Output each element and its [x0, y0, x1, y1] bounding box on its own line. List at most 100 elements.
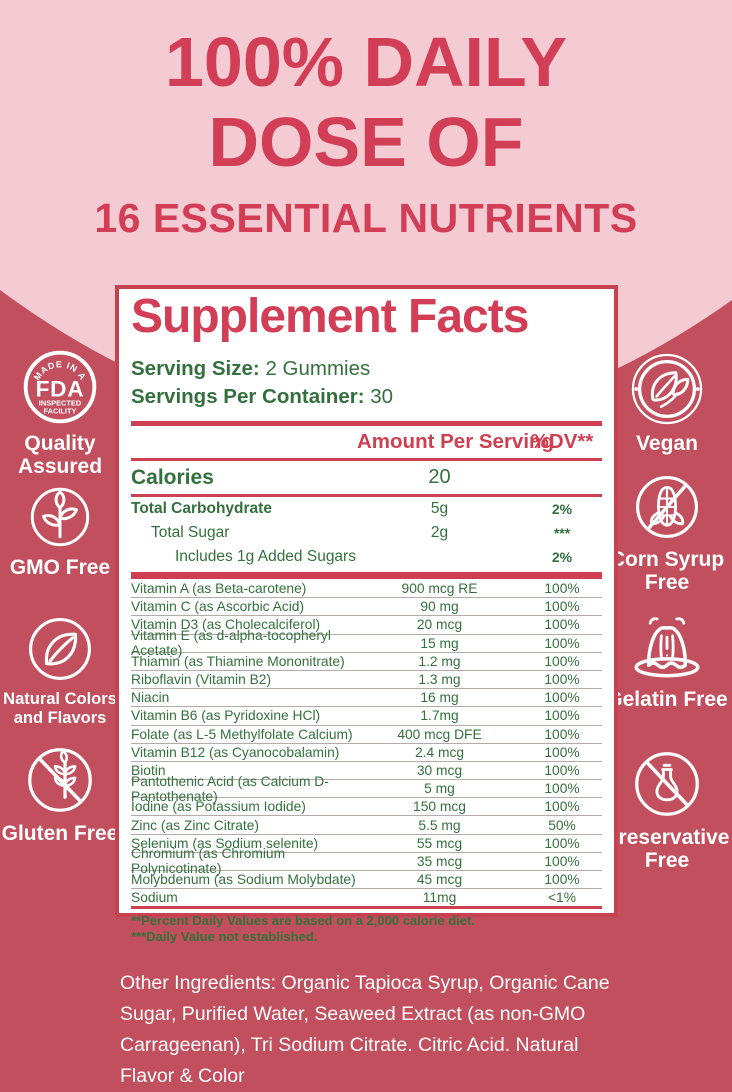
svg-text:FDA: FDA [36, 376, 85, 401]
nutrient-row: Thiamin (as Thiamine Mononitrate) 1.2 mg 1… [131, 653, 602, 671]
nutrient-row: Sodium 11mg <1% [131, 889, 602, 906]
calories-label: Calories [131, 465, 214, 489]
corn-syrup-free-icon [636, 476, 698, 538]
footnotes: **Percent Daily Values are based on a 2,… [131, 913, 602, 946]
badge-label: Quality Assured [17, 432, 103, 478]
supplement-facts-panel: Supplement Facts Serving Size: 2 Gummies… [115, 285, 618, 944]
macro-name: Total Carbohydrate [131, 500, 272, 517]
badge-corn-syrup-free: Corn Syrup Free [602, 472, 732, 594]
nutrient-amount: 20 mcg [416, 617, 463, 633]
preservative-free-icon [635, 752, 699, 816]
badge-label: Vegan [636, 432, 698, 455]
nutrient-amount: 150 mcg [413, 799, 466, 815]
fda-badge-icon: MADE IN A FDA INSPECTED FACILITY [23, 350, 97, 424]
headline: 100% DAILY DOSE OF 16 ESSENTIAL NUTRIENT… [0, 22, 732, 242]
nutrient-dv: 100% [544, 635, 580, 651]
nutrient-dv: 100% [544, 872, 580, 888]
nutrient-dv: 100% [544, 744, 580, 760]
divider [131, 906, 602, 909]
nutrient-row: Zinc (as Zinc Citrate) 5.5 mg 50% [131, 816, 602, 835]
badge-preservative-free: Preservative Free [602, 748, 732, 872]
nutrient-dv: <1% [548, 890, 576, 906]
divider [131, 458, 602, 461]
nutrient-amount: 30 mcg [416, 762, 463, 778]
badge-column-right: Vegan Corn Syrup Free Gelatin Free [602, 0, 732, 1024]
panel-title: Supplement Facts [131, 290, 529, 343]
macro-rows: Total Carbohydrate 5g 2% Total Sugar 2g *** In… [131, 497, 602, 569]
nutrient-amount: 55 mcg [416, 835, 463, 851]
nutrient-amount: 1.7mg [420, 708, 459, 724]
dv-header: %DV** [530, 430, 594, 453]
calories-row: Calories 20 [131, 461, 602, 494]
nutrient-name: Pantothenic Acid (as Calcium D-Pantothen… [131, 773, 329, 804]
nutrient-row: Chromium (as Chromium Polynicotinate) 35 … [131, 846, 602, 876]
nutrient-amount: 5.5 mg [418, 817, 461, 833]
nutrient-name: Molybdenum (as Sodium Molybdate) [131, 872, 356, 888]
badge-label: Gluten Free [1, 822, 119, 845]
gelatin-free-icon [634, 617, 700, 678]
footnote-not-established: ***Daily Value not established. [131, 929, 318, 945]
servings-per-container: Servings Per Container: 30 [131, 383, 602, 411]
divider [131, 572, 602, 579]
nutrient-amount: 45 mcg [416, 872, 463, 888]
calories-value: 20 [428, 466, 451, 488]
badge-label: Gelatin Free [606, 688, 728, 711]
badge-quality-assured: MADE IN A FDA INSPECTED FACILITY Quality… [0, 348, 120, 478]
nutrient-name: Chromium (as Chromium Polynicotinate) [131, 846, 286, 877]
nutrient-dv: 100% [544, 708, 580, 724]
badge-label: Corn Syrup Free [609, 548, 725, 594]
serving-size-value: 2 Gummies [259, 357, 371, 380]
natural-leaf-icon [29, 618, 91, 680]
nutrient-row: Vitamin B12 (as Cyanocobalamin) 2.4 mcg 10… [131, 744, 602, 762]
headline-line2: DOSE OF [208, 103, 524, 181]
nutrient-amount: 16 mg [420, 690, 459, 706]
nutrient-row: Vitamin D3 (as Cholecalciferol) 20 mcg 100… [131, 616, 602, 635]
nutrient-rows: Vitamin A (as Beta-carotene) 900 mcg RE 10… [131, 580, 602, 906]
nutrient-amount: 11mg [422, 890, 457, 906]
gmo-free-icon [30, 487, 90, 547]
nutrient-row: Riboflavin (Vitamin B2) 1.3 mg 100% [131, 671, 602, 690]
macro-amount: 5g [430, 500, 449, 517]
nutrient-amount: 1.3 mg [418, 672, 461, 688]
nutrient-row: Iodine (as Potassium Iodide) 150 mcg 100% [131, 798, 602, 817]
badge-gluten-free: Gluten Free [0, 744, 120, 845]
nutrient-amount: 900 mcg RE [401, 581, 478, 597]
badge-column-left: MADE IN A FDA INSPECTED FACILITY Quality… [0, 0, 120, 1024]
nutrient-row: Vitamin B6 (as Pyridoxine HCl) 1.7mg 100% [131, 707, 602, 726]
svg-text:INSPECTED: INSPECTED [39, 399, 82, 408]
nutrient-dv: 100% [544, 581, 580, 597]
nutrient-name: Vitamin E (as d-alpha-tocopheryl Acetate… [131, 628, 331, 659]
macro-dv: 2% [551, 549, 573, 565]
nutrient-dv: 100% [544, 617, 580, 633]
nutrient-row: Molybdenum (as Sodium Molybdate) 45 mcg 10… [131, 871, 602, 890]
serving-size-label: Serving Size: [131, 357, 260, 380]
divider [131, 494, 602, 497]
nutrient-amount: 15 mg [420, 635, 459, 651]
nutrient-dv: 100% [544, 690, 580, 706]
badge-gmo-free: GMO Free [0, 484, 120, 579]
nutrient-name: Thiamin (as Thiamine Mononitrate) [131, 653, 345, 669]
nutrient-row: Vitamin C (as Ascorbic Acid) 90 mg 100% [131, 598, 602, 617]
nutrient-amount: 35 mcg [416, 853, 463, 869]
nutrient-row: Pantothenic Acid (as Calcium D-Pantothen… [131, 774, 602, 804]
nutrient-dv: 100% [544, 653, 580, 669]
nutrient-amount: 90 mg [420, 599, 459, 615]
badge-label: GMO Free [9, 556, 111, 579]
servings-per-container-label: Servings Per Container: [131, 384, 365, 408]
nutrient-row: Vitamin A (as Beta-carotene) 900 mcg RE 10… [131, 580, 602, 599]
other-ingredients: Other Ingredients: Organic Tapioca Syrup… [120, 971, 610, 1087]
nutrient-row: Niacin 16 mg 100% [131, 689, 602, 708]
nutrient-row: Vitamin E (as d-alpha-tocopheryl Acetate… [131, 628, 602, 658]
nutrient-amount: 1.2 mg [418, 653, 461, 669]
macro-name: Includes 1g Added Sugars [175, 548, 356, 565]
badge-gelatin-free: Gelatin Free [602, 612, 732, 711]
nutrient-dv: 100% [544, 726, 580, 742]
nutrient-name: Vitamin A (as Beta-carotene) [131, 581, 307, 597]
nutrient-name: Zinc (as Zinc Citrate) [131, 817, 260, 833]
divider [131, 421, 602, 426]
macro-dv: *** [553, 525, 571, 541]
headline-line3: 16 ESSENTIAL NUTRIENTS [94, 195, 638, 241]
macro-name: Total Sugar [151, 524, 230, 541]
amount-per-serving-header: Amount Per Serving [357, 430, 555, 453]
footnote-dv: **Percent Daily Values are based on a 2,… [131, 912, 475, 928]
